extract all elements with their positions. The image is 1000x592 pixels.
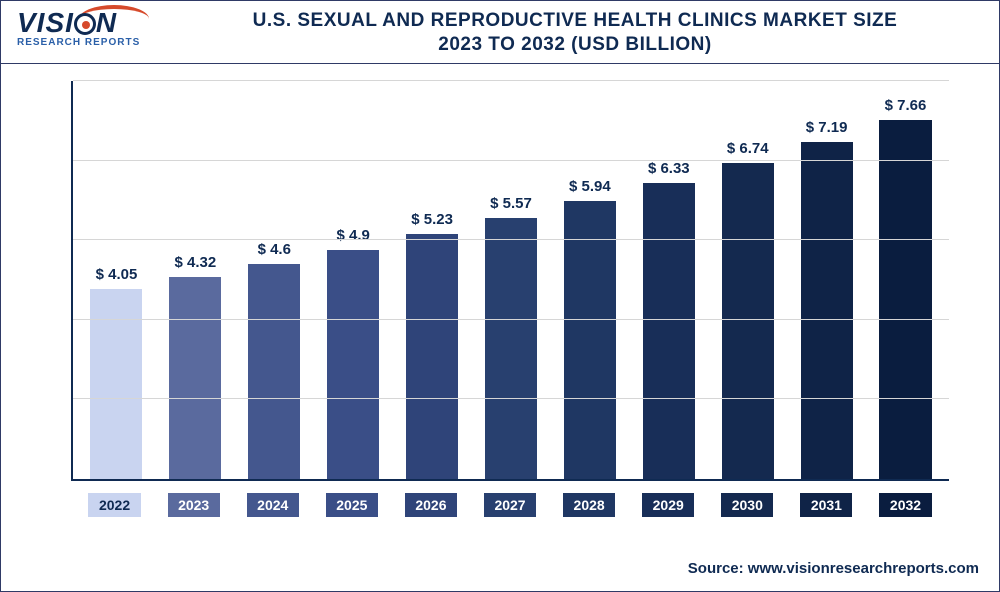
gridline (73, 398, 949, 399)
bar-column: $ 4.05 (77, 81, 156, 479)
x-axis-cell: 2023 (154, 489, 233, 521)
source-attribution: Source: www.visionresearchreports.com (688, 560, 979, 577)
bar-value-label: $ 4.05 (96, 266, 138, 283)
bar-column: $ 5.23 (393, 81, 472, 479)
bar-value-label: $ 5.94 (569, 178, 611, 195)
bar-column: $ 5.94 (550, 81, 629, 479)
x-axis-label: 2025 (326, 493, 378, 517)
logo: VISIN RESEARCH REPORTS (17, 9, 167, 57)
x-axis-cell: 2025 (312, 489, 391, 521)
x-axis-label: 2023 (168, 493, 220, 517)
bar (801, 142, 853, 479)
bar (722, 163, 774, 479)
header: VISIN RESEARCH REPORTS U.S. SEXUAL AND R… (1, 1, 999, 64)
bar-column: $ 7.66 (866, 81, 945, 479)
chart-area: $ 4.05 $ 4.32 $ 4.6 $ 4.9 $ 5.23 $ 5.57 $ 5.94… (41, 81, 959, 521)
bar-value-label: $ 5.23 (411, 211, 453, 228)
bar-column: $ 7.19 (787, 81, 866, 479)
gridline (73, 80, 949, 81)
x-axis-cell: 2026 (391, 489, 470, 521)
bar-value-label: $ 7.19 (806, 119, 848, 136)
bar (90, 289, 142, 479)
bar-value-label: $ 7.66 (885, 97, 927, 114)
bar-column: $ 4.6 (235, 81, 314, 479)
logo-text-1: VISI (17, 7, 74, 38)
x-axis-cell: 2028 (550, 489, 629, 521)
x-axis-label: 2026 (405, 493, 457, 517)
x-axis-cell: 2030 (708, 489, 787, 521)
x-axis-label: 2031 (800, 493, 852, 517)
x-axis: 2022 2023 2024 2025 2026 2027 2028 2029 2030 2031… (71, 489, 949, 521)
x-axis-cell: 2029 (629, 489, 708, 521)
plot-region: $ 4.05 $ 4.32 $ 4.6 $ 4.9 $ 5.23 $ 5.57 $ 5.94… (71, 81, 949, 481)
x-axis-label: 2030 (721, 493, 773, 517)
x-axis-cell: 2031 (787, 489, 866, 521)
bar (485, 218, 537, 479)
bar-column: $ 4.9 (314, 81, 393, 479)
gridline (73, 319, 949, 320)
x-axis-label: 2032 (879, 493, 931, 517)
bar-value-label: $ 4.32 (175, 254, 217, 271)
gridline (73, 160, 949, 161)
bar (248, 264, 300, 479)
x-axis-cell: 2032 (866, 489, 945, 521)
bar (564, 201, 616, 479)
bar-value-label: $ 4.6 (258, 241, 291, 258)
x-axis-label: 2029 (642, 493, 694, 517)
x-axis-label: 2028 (563, 493, 615, 517)
bar-column: $ 6.33 (629, 81, 708, 479)
x-axis-cell: 2027 (470, 489, 549, 521)
x-axis-label: 2022 (88, 493, 140, 517)
bar-value-label: $ 6.74 (727, 140, 769, 157)
title-line-2: 2023 TO 2032 (USD BILLION) (177, 33, 973, 57)
bar-value-label: $ 5.57 (490, 195, 532, 212)
bar-column: $ 5.57 (472, 81, 551, 479)
bars-container: $ 4.05 $ 4.32 $ 4.6 $ 4.9 $ 5.23 $ 5.57 $ 5.94… (73, 81, 949, 479)
bar (643, 183, 695, 479)
logo-eye-icon (74, 13, 96, 35)
bar (879, 120, 931, 479)
gridline (73, 239, 949, 240)
bar (169, 277, 221, 479)
bar-value-label: $ 4.9 (336, 227, 369, 244)
bar (327, 250, 379, 479)
chart-title: U.S. SEXUAL AND REPRODUCTIVE HEALTH CLIN… (167, 9, 983, 57)
title-line-1: U.S. SEXUAL AND REPRODUCTIVE HEALTH CLIN… (177, 9, 973, 33)
x-axis-label: 2027 (484, 493, 536, 517)
x-axis-label: 2024 (247, 493, 299, 517)
x-axis-cell: 2024 (233, 489, 312, 521)
x-axis-cell: 2022 (75, 489, 154, 521)
bar-value-label: $ 6.33 (648, 160, 690, 177)
bar-column: $ 4.32 (156, 81, 235, 479)
bar (406, 234, 458, 479)
logo-subtitle: RESEARCH REPORTS (17, 37, 167, 48)
bar-column: $ 6.74 (708, 81, 787, 479)
